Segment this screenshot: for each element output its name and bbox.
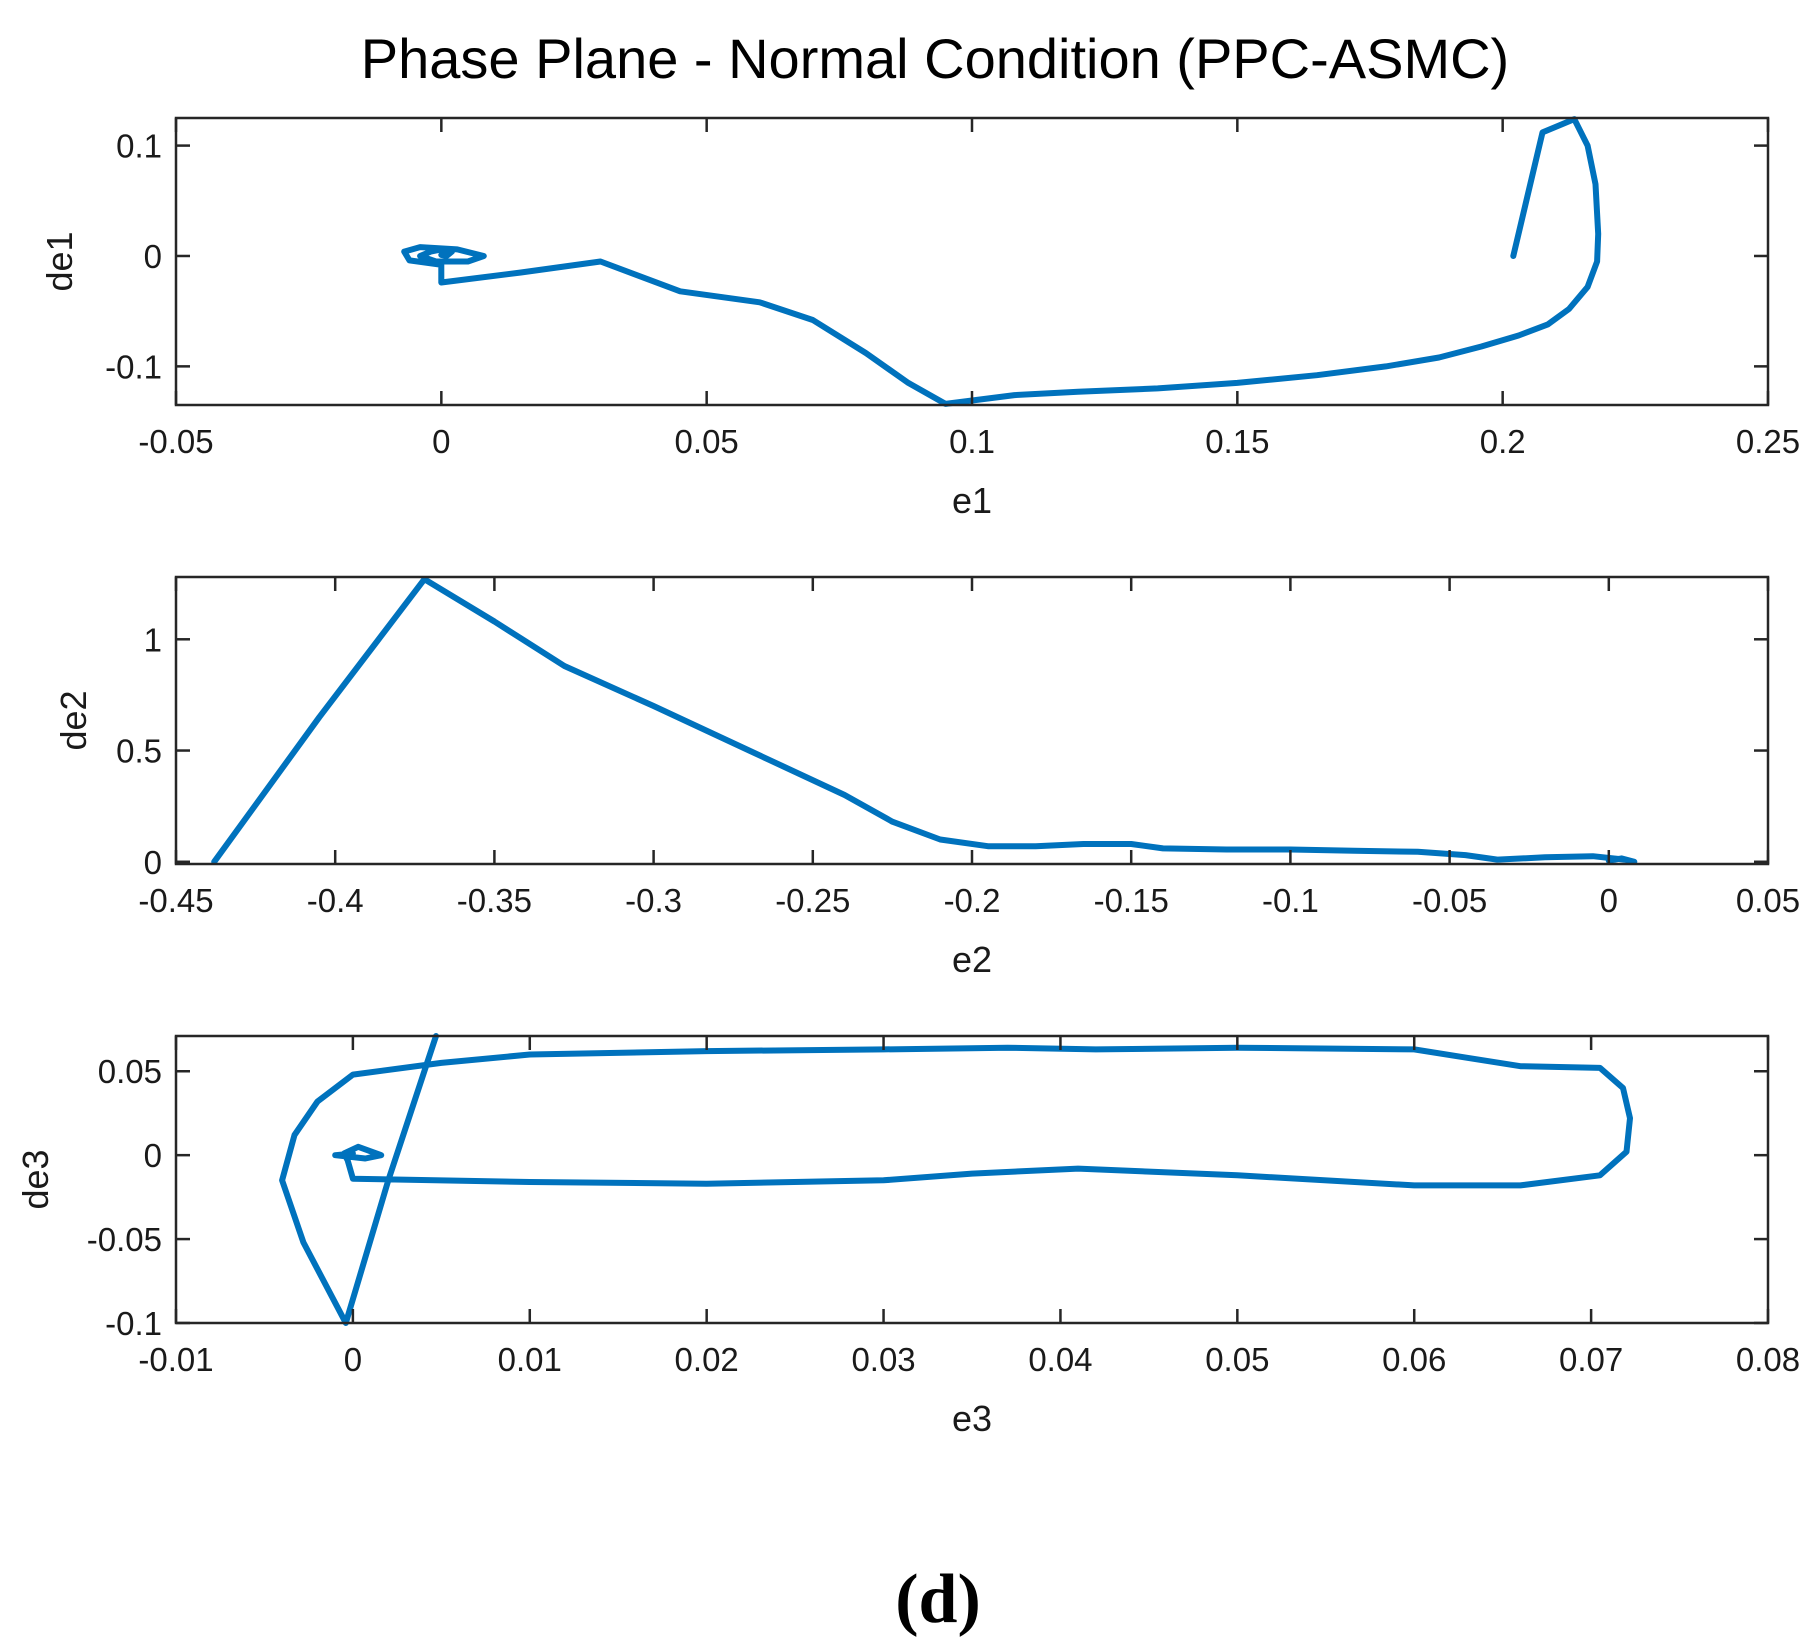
x-tick-label: 0.08: [1736, 1341, 1800, 1378]
x-axis-label-2: e2: [952, 939, 992, 980]
plots-group: -0.05 0 0.05 0.1 0.15 0.2 0.25-0.100.1e1de1-0.…: [15, 116, 1800, 1439]
x-tick-label: 0: [432, 423, 450, 460]
y-tick-label: -0.05: [87, 1221, 162, 1258]
x-tick-label: -0.3: [625, 882, 682, 919]
panel-letter: (d): [895, 1561, 981, 1638]
figure-title: Phase Plane - Normal Condition (PPC-ASMC…: [361, 27, 1509, 90]
y-tick-label: 0: [144, 238, 162, 275]
y-tick-label: 0.05: [98, 1053, 162, 1090]
x-tick-label: -0.15: [1094, 882, 1169, 919]
y-axis-label-1: de1: [39, 231, 80, 291]
series-line-3: [279, 1033, 1633, 1326]
y-tick-label: 0: [144, 844, 162, 881]
x-axis-label-3: e3: [952, 1398, 992, 1439]
x-tick-label: -0.4: [307, 882, 364, 919]
x-tick-label: 0.1: [949, 423, 995, 460]
panel-2: -0.45 -0.4 -0.35 -0.3 -0.25 -0.2 -0.15 -0.1 -0.0…: [53, 575, 1800, 980]
y-tick-label: -0.1: [105, 348, 162, 385]
x-tick-label: 0.05: [1205, 1341, 1269, 1378]
x-tick-label: 0.06: [1382, 1341, 1446, 1378]
y-axis-label-3: de3: [15, 1149, 56, 1209]
x-tick-label: -0.1: [1262, 882, 1319, 919]
x-tick-label: 0.05: [675, 423, 739, 460]
panel-1: -0.05 0 0.05 0.1 0.15 0.2 0.25 -0.1 0 0.1 e1 de1: [39, 116, 1800, 521]
panel-3: -0.01 0 0.01 0.02 0.03 0.04 0.05 0.06 0.07 0.08 -0…: [15, 1033, 1800, 1439]
y-axis-label-2: de2: [53, 690, 94, 750]
x-tick-label: 0.07: [1559, 1341, 1623, 1378]
x-tick-label: 0.03: [851, 1341, 915, 1378]
x-tick-label: 0.01: [498, 1341, 562, 1378]
x-tick-label: -0.45: [138, 882, 213, 919]
x-axis-label-1: e1: [952, 480, 992, 521]
y-tick-label: 0.5: [116, 733, 162, 770]
x-tick-label: -0.05: [1412, 882, 1487, 919]
series-line-2: [211, 576, 1638, 865]
x-tick-label: 0.04: [1028, 1341, 1092, 1378]
x-tick-label: -0.2: [944, 882, 1001, 919]
x-tick-label: -0.35: [457, 882, 532, 919]
y-tick-label: 0: [144, 1137, 162, 1174]
x-tick-label: -0.05: [138, 423, 213, 460]
x-tick-label: 0.02: [675, 1341, 739, 1378]
y-tick-label: 1: [144, 621, 162, 658]
x-tick-label: 0.2: [1480, 423, 1526, 460]
x-tick-label: 0.05: [1736, 882, 1800, 919]
axes-frame-3: [174, 1034, 1770, 1325]
series-line-1: [401, 116, 1602, 407]
x-tick-label: 0: [344, 1341, 362, 1378]
x-tick-label: 0.25: [1736, 423, 1800, 460]
y-tick-label: 0.1: [116, 128, 162, 165]
y-tick-label: -0.1: [105, 1305, 162, 1342]
x-tick-label: 0: [1600, 882, 1618, 919]
x-tick-label: 0.15: [1205, 423, 1269, 460]
x-tick-label: -0.01: [138, 1341, 213, 1378]
x-tick-label: -0.25: [775, 882, 850, 919]
